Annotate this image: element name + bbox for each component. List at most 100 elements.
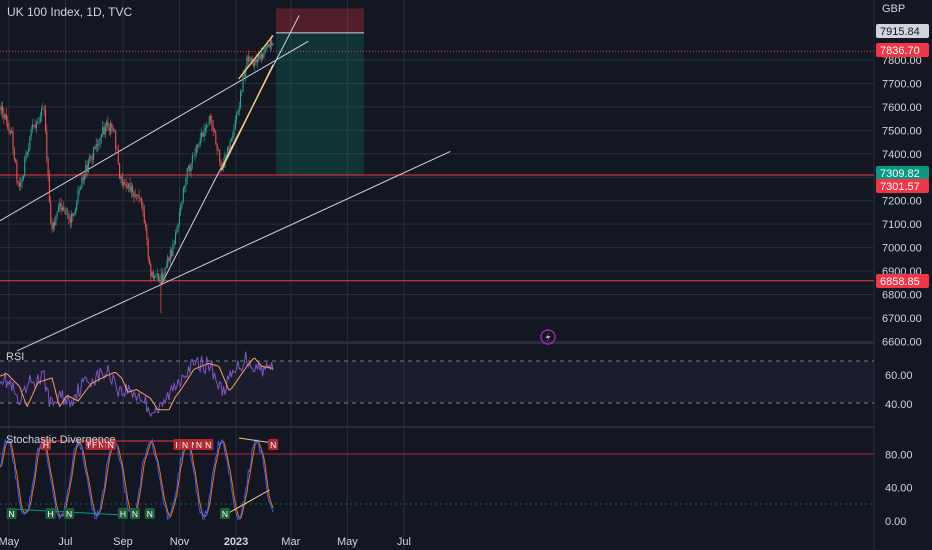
trend-lines[interactable] — [0, 15, 451, 352]
candle-body — [72, 213, 74, 216]
stoch-tick-label: 80.00 — [885, 449, 913, 461]
candle-body — [250, 57, 252, 61]
bullish-divergence-line — [224, 489, 270, 516]
candle-body — [233, 128, 235, 136]
divergence-marker — [144, 508, 155, 519]
candle-body — [255, 59, 257, 63]
candle-body — [191, 155, 193, 164]
wedge-upper-line — [238, 34, 274, 80]
price-tick-label: 7100.00 — [882, 219, 922, 231]
divergence-marker-label: N — [108, 440, 114, 450]
candle-body — [215, 132, 217, 144]
short-position-tool[interactable] — [275, 8, 364, 175]
divergence-marker — [64, 508, 75, 519]
candle-body — [95, 143, 97, 149]
candle-body — [67, 213, 69, 215]
candle-body — [193, 155, 195, 157]
candle-body — [208, 116, 210, 125]
divergence-marker-label: H — [47, 509, 53, 519]
candle-body — [251, 57, 253, 64]
horizontal-levels[interactable] — [0, 50, 874, 282]
divergence-marker — [6, 508, 17, 519]
candle-body — [167, 257, 169, 267]
time-axis[interactable]: May Jul Sep Nov 2023 Mar May Jul — [0, 536, 411, 548]
candle-body — [259, 54, 261, 59]
price-tick-label: 7600.00 — [882, 102, 922, 114]
stoch-label[interactable]: Stochastic Divergence — [6, 434, 115, 446]
candle-body — [180, 205, 182, 213]
candle-body — [232, 135, 234, 139]
candle-body — [11, 131, 13, 134]
candle-body — [267, 44, 269, 47]
candle-body — [263, 52, 265, 59]
candle-body — [156, 273, 158, 275]
divergence-marker — [45, 508, 56, 519]
candle-body — [230, 138, 232, 141]
candle-body — [241, 90, 243, 92]
candle-body — [139, 198, 141, 199]
candle-body — [52, 221, 54, 229]
lightning-icon[interactable] — [540, 329, 556, 345]
candle-body — [109, 124, 112, 132]
price-axis[interactable]: 6600.006700.006800.006900.007000.007100.… — [882, 55, 922, 348]
candle-body — [262, 53, 264, 59]
candle-body — [89, 156, 91, 162]
candle-body — [8, 128, 10, 133]
candle-body — [178, 212, 180, 224]
candle-body — [211, 120, 213, 127]
candle-body — [225, 154, 227, 156]
candle-body — [228, 148, 230, 150]
candle-body — [44, 109, 47, 131]
price-tick-label: 7200.00 — [882, 196, 922, 208]
divergence-marker-label: N — [66, 509, 72, 519]
candle-body — [16, 160, 18, 182]
candle-body — [190, 163, 192, 172]
candle-body — [155, 274, 157, 276]
time-tick-label: Jul — [397, 536, 411, 548]
rising-wedge-pattern[interactable] — [220, 34, 274, 171]
divergence-marker — [129, 508, 140, 519]
candle-body — [119, 163, 121, 179]
candle-body — [116, 148, 118, 150]
time-tick-label: Sep — [113, 536, 133, 548]
candle-body — [106, 121, 108, 126]
candle-body — [63, 207, 65, 210]
candle-body — [31, 124, 34, 129]
stoch-axis: 0.00 40.00 80.00 — [885, 449, 913, 528]
candle-body — [245, 67, 247, 77]
candle-body — [90, 156, 92, 158]
candle-body — [60, 203, 62, 211]
candle-body — [198, 144, 200, 147]
divergence-marker-label: N — [222, 509, 228, 519]
candle-body — [34, 125, 36, 128]
rsi-label[interactable]: RSI — [6, 351, 24, 363]
candle-body — [194, 152, 196, 156]
candle-body — [43, 108, 45, 110]
candle-body — [239, 91, 242, 108]
candle-body — [212, 126, 214, 131]
candle-body — [142, 204, 144, 211]
price-tick-label: 7000.00 — [882, 243, 922, 255]
candle-body — [73, 213, 75, 216]
candle-body — [185, 178, 187, 187]
wedge-lower-line — [220, 64, 274, 171]
price-tick-label: 7400.00 — [882, 149, 922, 161]
divergence-marker — [40, 439, 51, 450]
candle-body — [5, 114, 8, 121]
candle-body — [138, 194, 140, 199]
candle-body — [50, 202, 52, 223]
price-tag — [876, 274, 929, 288]
candle-body — [68, 213, 70, 219]
candle-body — [272, 44, 274, 46]
candle-body — [242, 75, 244, 91]
symbol-title[interactable]: UK 100 Index, 1D, TVC — [7, 5, 133, 19]
candle-body — [219, 149, 221, 162]
candle-body — [7, 120, 9, 129]
candle-body — [129, 183, 131, 192]
candle-body — [100, 134, 102, 138]
candle-body — [42, 108, 44, 110]
candle-body — [249, 60, 251, 62]
candle-body — [168, 257, 170, 261]
candle-body — [46, 130, 48, 159]
